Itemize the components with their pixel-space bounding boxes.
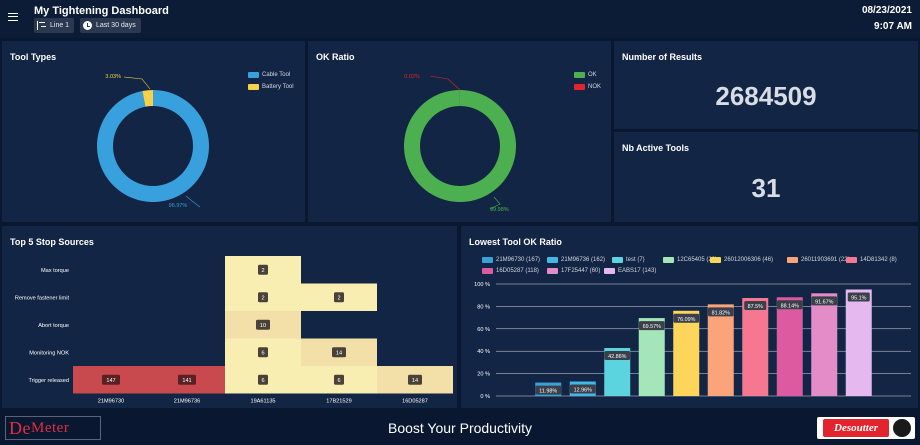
y-tick-label: 100 %: [474, 282, 490, 288]
number-of-results-panel: Number of Results 2684509: [614, 41, 918, 129]
heatmap-row-label: Max torque: [41, 268, 69, 274]
ok-ratio-donut-chart: 99.98% 0.02%: [308, 41, 611, 222]
desoutter-logo-text: Desoutter: [823, 419, 889, 437]
results-value: 2684509: [614, 81, 918, 112]
donut-slice-ok: [404, 90, 516, 202]
bar: [742, 298, 768, 396]
heatmap-row-label: Abort torque: [38, 323, 69, 329]
label-leader-line: [186, 196, 200, 207]
tool-types-donut-chart: 96.97% 3.03%: [2, 41, 305, 222]
dashboard-title: My Tightening Dashboard: [34, 5, 169, 17]
slice-value-label: 3.03%: [105, 74, 121, 80]
panel-title: Nb Active Tools: [622, 143, 689, 153]
heatmap-cell-value: 2: [337, 295, 340, 301]
donut-slice-cable-tool: [97, 90, 209, 202]
bar-value-label: 81.82%: [712, 310, 730, 316]
y-tick-label: 0 %: [480, 394, 490, 400]
bar-value-label: 12.96%: [574, 387, 592, 393]
line-icon: [37, 21, 46, 30]
bar-value-label: 91.67%: [815, 299, 833, 305]
heatmap-cell-value: 6: [337, 378, 340, 384]
heatmap-cell-value: 147: [106, 378, 115, 384]
stop-sources-panel: Top 5 Stop Sources Max torque Remove fast…: [2, 226, 457, 408]
footer-tagline: Boost Your Productivity: [0, 420, 920, 436]
heatmap-cell-value: 2: [261, 268, 264, 274]
panel-title: Number of Results: [622, 52, 702, 62]
heatmap-column-label: 19A61135: [250, 399, 275, 405]
lowest-ok-bar-chart: 0 % 20 % 40 % 60 % 80 % 100 % 11.98% 12.96% 42.8…: [461, 226, 918, 408]
heatmap-cell-value: 6: [261, 378, 264, 384]
bar: [846, 289, 872, 396]
clock-icon: [83, 21, 92, 30]
heatmap-cell-value: 10: [260, 323, 266, 329]
horse-icon: [893, 419, 911, 437]
period-filter-label: Last 30 days: [96, 22, 136, 29]
period-filter-chip[interactable]: Last 30 days: [80, 18, 141, 33]
bar-value-label: 87.5%: [748, 304, 763, 310]
desoutter-logo: Desoutter: [817, 417, 915, 439]
slice-value-label: 0.02%: [404, 74, 420, 80]
bar-value-label: 95.1%: [851, 295, 866, 301]
label-leader-line: [124, 77, 150, 89]
line-filter-label: Line 1: [50, 22, 69, 29]
bar: [673, 311, 699, 396]
stop-sources-heatmap: Max torque Remove fastener limit Abort tor…: [2, 226, 457, 408]
heatmap-column-label: 21M96736: [174, 399, 200, 405]
heatmap-row-label: Monitoring NOK: [29, 350, 69, 356]
heatmap-column-label: 21M96730: [98, 399, 124, 405]
heatmap-cell-value: 14: [412, 378, 418, 384]
y-tick-label: 60 %: [477, 327, 490, 333]
bar-value-label: 76.09%: [677, 317, 695, 323]
active-tools-panel: Nb Active Tools 31: [614, 132, 918, 222]
ok-ratio-panel: OK Ratio OK NOK 99.98% 0.02%: [308, 41, 611, 222]
bar-value-label: 88.14%: [781, 303, 799, 309]
bar-value-label: 69.57%: [643, 324, 661, 330]
active-tools-value: 31: [614, 173, 918, 204]
top-bar: My Tightening Dashboard Line 1 Last 30 d…: [0, 0, 920, 38]
bar-value-label: 42.86%: [608, 354, 626, 360]
heatmap-cell-value: 2: [261, 295, 264, 301]
label-leader-line: [430, 76, 460, 90]
slice-value-label: 99.98%: [490, 207, 509, 213]
bar-value-label: 11.98%: [539, 389, 557, 395]
heatmap-cell-value: 141: [182, 378, 191, 384]
heatmap-row-label: Trigger released: [28, 378, 69, 384]
heatmap-cell-value: 14: [336, 350, 342, 356]
tool-types-panel: Tool Types Cable Tool Battery Tool 96.97…: [2, 41, 305, 222]
line-filter-chip[interactable]: Line 1: [34, 18, 74, 33]
y-tick-label: 40 %: [477, 349, 490, 355]
y-tick-label: 20 %: [477, 372, 490, 378]
bar: [708, 304, 734, 396]
current-time: 9:07 AM: [874, 21, 912, 32]
lowest-ok-ratio-panel: Lowest Tool OK Ratio 21M96730 (167) 21M96…: [461, 226, 918, 408]
heatmap-column-label: 17B21529: [326, 399, 352, 405]
current-date: 08/23/2021: [862, 5, 912, 16]
bar: [777, 297, 803, 396]
footer: De Meter Boost Your Productivity Desoutte…: [0, 411, 920, 445]
y-tick-label: 80 %: [477, 304, 490, 310]
bar: [811, 293, 837, 396]
menu-icon[interactable]: [8, 13, 18, 21]
heatmap-cell-value: 6: [261, 350, 264, 356]
slice-value-label: 96.97%: [169, 203, 188, 209]
heatmap-row-label: Remove fastener limit: [15, 295, 70, 301]
heatmap-column-label: 16D05287: [402, 399, 428, 405]
